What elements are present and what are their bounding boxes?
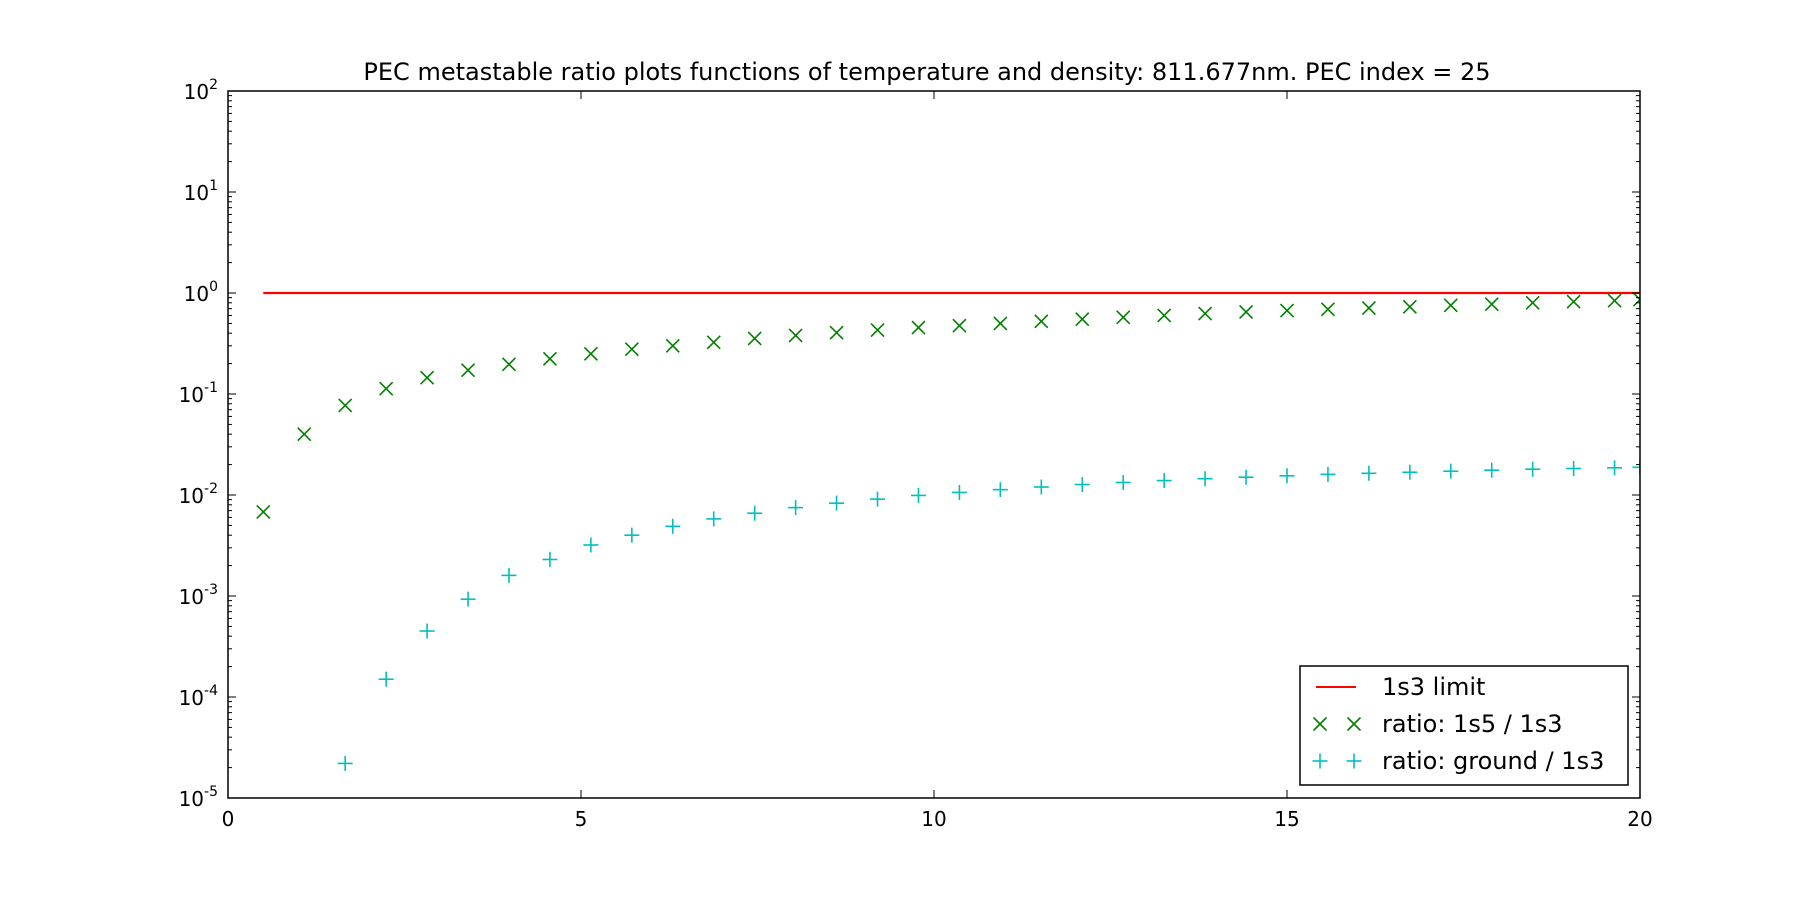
y-tick-label: 10-5 xyxy=(179,784,218,811)
point-1s5-ratio-23 xyxy=(1198,306,1213,321)
x-tick-label: 15 xyxy=(1274,807,1299,831)
point-1s5-ratio-1 xyxy=(297,427,312,442)
point-1s5-ratio-26 xyxy=(1320,302,1336,317)
point-1s5-ratio-3 xyxy=(379,381,394,396)
point-ground-ratio-16 xyxy=(910,487,926,503)
point-ground-ratio-26 xyxy=(1320,466,1336,482)
point-ground-ratio-15 xyxy=(870,491,886,507)
legend-entry: 1s3 limit xyxy=(1316,673,1485,701)
legend-label: ratio: ground / 1s3 xyxy=(1382,747,1604,775)
point-ground-ratio-5 xyxy=(460,591,476,607)
point-1s5-ratio-29 xyxy=(1443,298,1458,313)
point-ground-ratio-9 xyxy=(624,527,640,543)
legend-marker xyxy=(1346,753,1362,769)
point-ground-ratio-14 xyxy=(829,495,845,511)
point-ground-ratio-25 xyxy=(1279,468,1295,484)
point-1s5-ratio-17 xyxy=(952,318,967,333)
point-1s5-ratio-18 xyxy=(993,316,1008,331)
point-1s5-ratio-13 xyxy=(788,328,803,343)
point-ground-ratio-33 xyxy=(1607,460,1623,476)
point-ground-ratio-19 xyxy=(1033,479,1049,495)
point-ground-ratio-32 xyxy=(1566,460,1582,476)
legend-marker xyxy=(1346,716,1362,732)
point-1s5-ratio-19 xyxy=(1034,314,1049,329)
point-ground-ratio-2 xyxy=(337,755,353,771)
point-ground-ratio-22 xyxy=(1156,473,1172,489)
point-1s5-ratio-20 xyxy=(1075,312,1090,327)
y-tick-label: 102 xyxy=(184,77,218,104)
point-ground-ratio-29 xyxy=(1443,463,1459,479)
point-1s5-ratio-16 xyxy=(911,320,926,335)
point-1s5-ratio-6 xyxy=(501,357,517,372)
point-1s5-ratio-2 xyxy=(338,398,353,413)
point-ground-ratio-24 xyxy=(1238,469,1254,485)
legend-marker xyxy=(1312,716,1328,732)
point-1s5-ratio-28 xyxy=(1402,299,1417,314)
point-1s5-ratio-21 xyxy=(1116,310,1131,325)
point-ground-ratio-10 xyxy=(665,518,681,534)
point-1s5-ratio-25 xyxy=(1279,303,1295,318)
point-1s5-ratio-10 xyxy=(665,338,680,353)
point-1s5-ratio-5 xyxy=(460,363,476,378)
x-tick-label: 5 xyxy=(575,807,588,831)
point-1s5-ratio-9 xyxy=(624,342,639,357)
y-tick-label: 10-2 xyxy=(179,481,218,508)
point-ground-ratio-8 xyxy=(583,537,599,553)
point-ground-ratio-4 xyxy=(419,623,435,639)
point-1s5-ratio-33 xyxy=(1607,293,1622,308)
point-1s5-ratio-11 xyxy=(706,335,721,350)
point-1s5-ratio-14 xyxy=(829,325,844,340)
point-ground-ratio-3 xyxy=(378,671,394,687)
point-1s5-ratio-30 xyxy=(1484,297,1499,312)
point-1s5-ratio-4 xyxy=(420,370,435,385)
point-1s5-ratio-31 xyxy=(1525,295,1540,310)
legend-marker xyxy=(1312,753,1328,769)
x-tick-label: 20 xyxy=(1627,807,1652,831)
point-1s5-ratio-24 xyxy=(1238,304,1254,319)
point-ground-ratio-27 xyxy=(1361,465,1377,481)
point-ground-ratio-13 xyxy=(788,500,804,516)
legend-label: 1s3 limit xyxy=(1382,673,1485,701)
point-1s5-ratio-32 xyxy=(1566,294,1581,309)
point-ground-ratio-28 xyxy=(1402,464,1418,480)
legend-entry: ratio: ground / 1s3 xyxy=(1312,747,1604,775)
y-tick-label: 100 xyxy=(184,279,218,306)
point-ground-ratio-12 xyxy=(747,505,763,521)
point-1s5-ratio-15 xyxy=(870,322,885,338)
legend-label: ratio: 1s5 / 1s3 xyxy=(1382,710,1562,738)
y-tick-label: 101 xyxy=(184,178,218,205)
point-ground-ratio-17 xyxy=(951,484,967,500)
point-ground-ratio-23 xyxy=(1197,471,1213,487)
x-tick-label: 10 xyxy=(921,807,946,831)
point-ground-ratio-6 xyxy=(501,567,517,583)
y-tick-label: 10-4 xyxy=(179,683,219,710)
chart-title: PEC metastable ratio plots functions of … xyxy=(363,58,1490,86)
point-1s5-ratio-27 xyxy=(1361,300,1376,316)
point-1s5-ratio-8 xyxy=(583,346,598,361)
point-ground-ratio-18 xyxy=(992,482,1008,498)
point-ground-ratio-30 xyxy=(1484,462,1500,478)
point-ground-ratio-11 xyxy=(706,511,722,527)
point-1s5-ratio-34 xyxy=(1632,292,1640,307)
point-ground-ratio-21 xyxy=(1115,474,1131,490)
point-1s5-ratio-7 xyxy=(542,351,558,366)
point-ground-ratio-34 xyxy=(1632,459,1640,475)
point-ground-ratio-7 xyxy=(542,551,558,567)
point-1s5-ratio-0 xyxy=(256,504,271,519)
y-tick-label: 10-3 xyxy=(179,582,218,609)
point-1s5-ratio-22 xyxy=(1157,308,1172,323)
point-1s5-ratio-12 xyxy=(747,331,762,346)
point-ground-ratio-31 xyxy=(1525,461,1541,477)
x-tick-label: 0 xyxy=(222,807,235,831)
legend-entry: ratio: 1s5 / 1s3 xyxy=(1312,710,1562,738)
y-tick-label: 10-1 xyxy=(179,380,218,407)
point-ground-ratio-20 xyxy=(1074,477,1090,493)
